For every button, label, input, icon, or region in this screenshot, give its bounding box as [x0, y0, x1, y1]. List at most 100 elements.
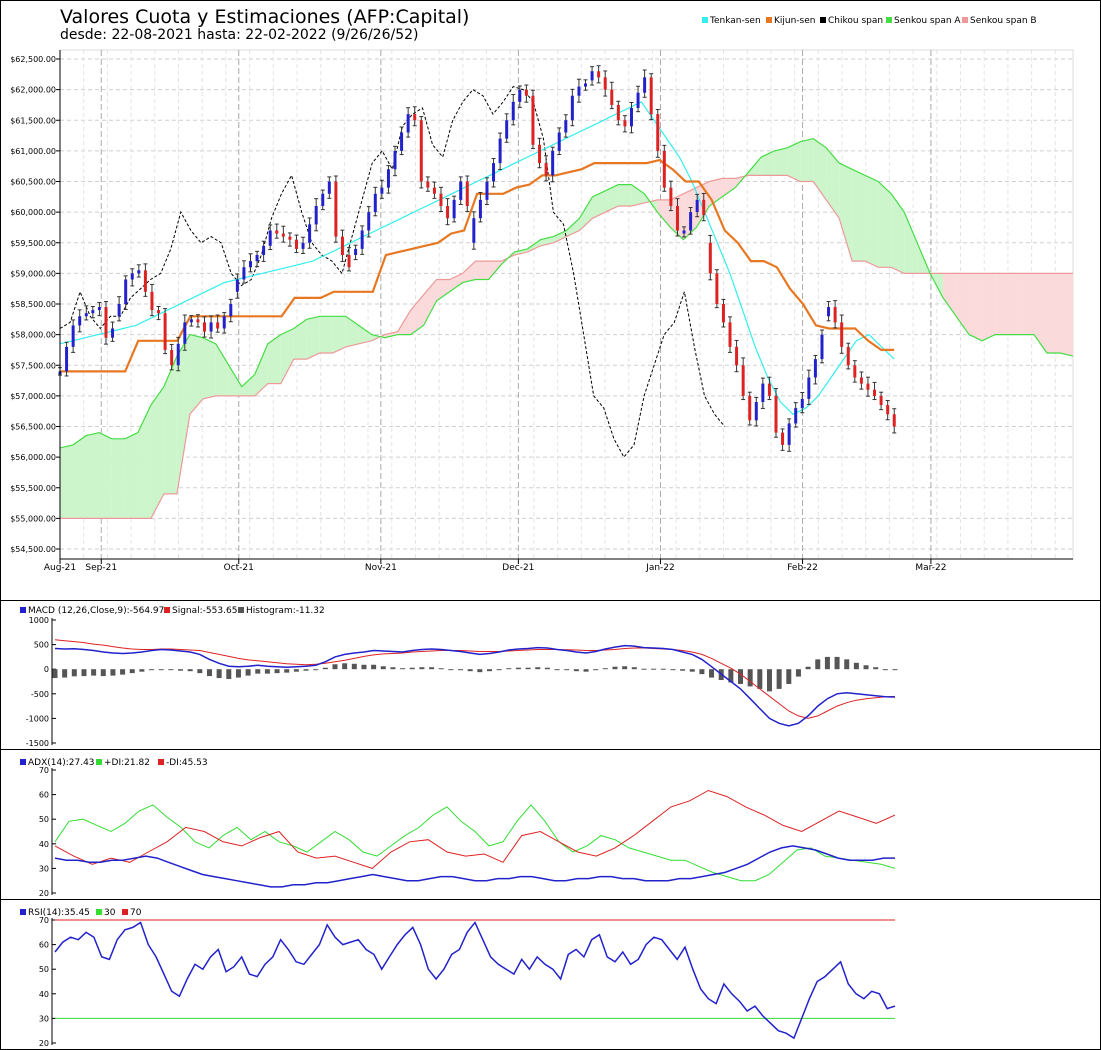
y-tick-label: 70	[39, 916, 49, 925]
macd-histogram-bar	[612, 666, 618, 670]
cloud-segment-bullish	[774, 147, 788, 176]
cloud-segment-bullish	[592, 190, 606, 219]
cloud-segment-bullish	[150, 386, 164, 519]
macd-histogram-bar	[448, 669, 454, 671]
candle-up	[268, 230, 272, 246]
cloud-segment-bullish	[254, 343, 268, 396]
cloud-segment-bullish	[605, 184, 619, 213]
cloud-segment-bullish	[891, 193, 905, 274]
macd-histogram-bar	[81, 669, 87, 677]
candle-down	[281, 233, 285, 237]
macd-histogram-bar	[351, 663, 357, 670]
macd-histogram-bar	[544, 667, 550, 670]
candle-up	[367, 212, 371, 231]
candle-up	[354, 248, 358, 255]
price-y-tick-label: $55,500.00	[10, 484, 56, 493]
macd-histogram-bar	[873, 667, 879, 670]
cloud-segment-bullish	[319, 316, 333, 353]
candle-down	[439, 193, 443, 206]
candle-down	[538, 144, 542, 164]
macd-plot: 1000 500 0 -500 -1000 -1500	[26, 616, 898, 748]
candle-down	[465, 181, 469, 206]
legend-swatch-rsi-30	[96, 909, 102, 915]
macd-histogram-bar	[129, 669, 135, 674]
macd-histogram-bar	[535, 667, 541, 670]
candle-up	[800, 398, 804, 409]
price-y-tick-label: $58,000.00	[10, 331, 56, 340]
cloud-segment-bullish	[579, 196, 593, 231]
legend-label-chikou: Chikou span	[828, 16, 883, 26]
legend-swatch-macd	[20, 607, 26, 613]
candle-down	[886, 405, 890, 415]
candle-down	[748, 395, 752, 421]
candle-down	[170, 349, 174, 366]
macd-histogram-bar	[728, 669, 734, 683]
plus-di-line	[54, 804, 896, 882]
candle-up	[235, 279, 239, 292]
macd-histogram-bar	[506, 668, 512, 670]
candle-down	[347, 255, 351, 268]
candle-up	[478, 199, 482, 219]
macd-histogram-bar	[226, 669, 232, 680]
candle-down	[603, 77, 607, 90]
macd-histogram-bar	[795, 669, 801, 677]
candle-up	[176, 343, 180, 366]
page-title: Valores Cuota y Estimaciones (AFP:Capita…	[60, 6, 469, 28]
cloud-segment-bearish	[462, 261, 476, 283]
cloud-segment-bearish	[943, 273, 957, 317]
y-tick-label: 40	[39, 990, 49, 999]
macd-histogram-bar	[680, 669, 686, 671]
macd-histogram-bar	[757, 669, 763, 689]
macd-histogram-bar	[255, 669, 261, 674]
candle-down	[203, 322, 207, 332]
candle-up	[827, 307, 831, 317]
legend-swatch-plus-di	[96, 759, 102, 765]
candle-up	[643, 77, 647, 93]
macd-histogram-bar	[834, 656, 840, 670]
legend-label-signal: Signal:-553.65	[172, 606, 237, 616]
legend-label-rsi-30: 30	[104, 908, 116, 918]
cloud-segment-bearish	[1047, 273, 1060, 353]
candle-up	[794, 408, 798, 424]
candle-down	[275, 230, 279, 234]
macd-histogram-bar	[670, 669, 676, 671]
candle-down	[853, 365, 857, 378]
y-tick-label: 1000	[29, 616, 49, 625]
candle-up	[498, 138, 502, 164]
candle-up	[209, 322, 213, 332]
cloud-segment-bullish	[839, 163, 853, 262]
candle-up	[761, 383, 765, 402]
macd-histogram-bar	[409, 667, 415, 670]
price-y-tick-label: $61,500.00	[10, 116, 56, 125]
cloud-segment-bullish	[800, 138, 814, 182]
macd-histogram-bar	[593, 669, 599, 671]
candle-up	[584, 83, 588, 87]
macd-histogram-bar	[91, 669, 97, 676]
candle-up	[84, 313, 88, 317]
candle-up	[577, 86, 581, 96]
legend-swatch-chikou	[820, 17, 826, 23]
legend-swatch-span-b	[962, 17, 968, 23]
legend-swatch-adx	[20, 759, 26, 765]
price-x-tick-label: Mar-22	[915, 563, 946, 573]
macd-histogram-bar	[515, 667, 521, 670]
price-y-tick-label: $62,500.00	[10, 55, 56, 64]
price-y-tick-label: $59,500.00	[10, 239, 56, 248]
candle-up	[754, 402, 758, 421]
candle-down	[597, 71, 601, 78]
price-y-tick-label: $55,000.00	[10, 514, 56, 523]
cloud-segment-bullish	[202, 337, 216, 399]
macd-histogram-bar	[853, 662, 859, 670]
macd-histogram-bar	[245, 669, 251, 676]
macd-histogram-bar	[139, 669, 145, 672]
candle-up	[406, 114, 410, 133]
candle-down	[157, 310, 161, 314]
y-tick-label: 30	[39, 864, 49, 873]
cloud-segment-bearish	[410, 294, 424, 335]
candle-down	[104, 307, 108, 338]
macd-histogram-bar	[332, 664, 338, 670]
candle-up	[459, 181, 463, 200]
candle-down	[196, 319, 200, 323]
cloud-segment-bullish	[163, 356, 177, 494]
candle-up	[248, 261, 252, 268]
